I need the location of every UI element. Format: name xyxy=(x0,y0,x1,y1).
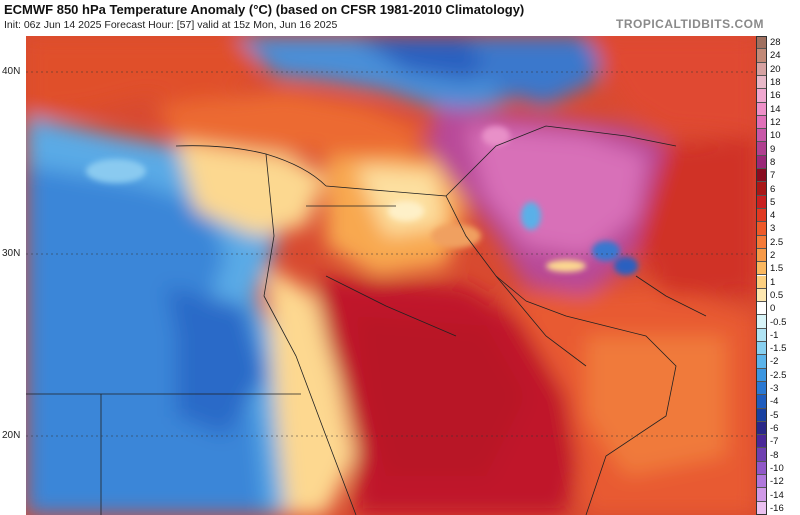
colorbar-label: 1.5 xyxy=(770,263,784,275)
colorbar-swatch xyxy=(756,448,767,462)
colorbar-swatch xyxy=(756,315,767,329)
colorbar-swatch xyxy=(756,142,767,156)
colorbar-label: 0.5 xyxy=(770,289,784,301)
colorbar-label: -5 xyxy=(770,409,779,421)
colorbar-swatch xyxy=(756,475,767,489)
colorbar-label: -0.5 xyxy=(770,316,787,328)
colorbar-swatch xyxy=(756,75,767,90)
colorbar-swatch xyxy=(756,421,767,436)
site-watermark: TROPICALTIDBITS.COM xyxy=(616,17,764,31)
colorbar-label: 12 xyxy=(770,116,781,128)
map-title: ECMWF 850 hPa Temperature Anomaly (°C) (… xyxy=(4,2,525,17)
colorbar-swatch xyxy=(756,395,767,409)
colorbar-label: 9 xyxy=(770,143,776,155)
colorbar-label: -14 xyxy=(770,489,784,501)
colorbar-label: -2.5 xyxy=(770,369,787,381)
colorbar-label: -8 xyxy=(770,449,779,461)
colorbar-label: -6 xyxy=(770,423,779,434)
colorbar-swatch xyxy=(756,355,767,369)
colorbar-swatch xyxy=(756,102,767,116)
boundary-lines xyxy=(26,125,707,515)
map-header: ECMWF 850 hPa Temperature Anomaly (°C) (… xyxy=(0,0,800,36)
colorbar-swatch xyxy=(756,89,767,103)
colorbar-label: -1 xyxy=(770,329,779,341)
colorbar-swatch xyxy=(756,36,767,50)
colorbar-label: -2 xyxy=(770,356,779,368)
colorbar-label: 14 xyxy=(770,103,781,115)
colorbar-label: -1.5 xyxy=(770,343,787,355)
colorbar-label: 6 xyxy=(770,183,776,195)
latitude-label: 40N xyxy=(2,66,21,77)
fine-anomaly-details xyxy=(86,126,638,275)
colorbar-swatch xyxy=(756,49,767,63)
colorbar-label: -4 xyxy=(770,396,779,408)
colorbar-legend: 28 24 20 18 16 14 12 10 9 8 7 6 5 4 3 2.5 2 1.5 1 0.5 0 -0.5-… xyxy=(756,36,800,515)
colorbar-swatch xyxy=(756,488,767,502)
colorbar-swatch xyxy=(756,342,767,356)
colorbar-label: 5 xyxy=(770,196,776,208)
colorbar-swatch xyxy=(756,262,767,276)
colorbar-swatch xyxy=(756,328,767,343)
colorbar-swatch xyxy=(756,208,767,223)
colorbar-label: 18 xyxy=(770,77,781,89)
latitude-gridlines xyxy=(26,71,756,437)
colorbar-label: -3 xyxy=(770,383,779,395)
colorbar-swatch xyxy=(756,195,767,209)
colorbar-swatch xyxy=(756,182,767,196)
colorbar-label: 2.5 xyxy=(770,236,784,248)
colorbar-swatch xyxy=(756,408,767,422)
colorbar-label: 28 xyxy=(770,37,781,49)
colorbar-label: 4 xyxy=(770,210,776,222)
forecast-info: Init: 06z Jun 14 2025 Forecast Hour: [57… xyxy=(4,19,338,31)
colorbar-label: 0 xyxy=(770,303,776,315)
colorbar-label: 20 xyxy=(770,63,781,75)
colorbar-swatch xyxy=(756,435,767,449)
colorbar-swatch xyxy=(756,288,767,303)
colorbar-label: 16 xyxy=(770,90,781,102)
colorbar-swatch xyxy=(756,368,767,382)
colorbar-swatch xyxy=(756,501,767,515)
colorbar-swatch xyxy=(756,115,767,130)
latitude-label: 20N xyxy=(2,430,21,441)
colorbar-label: -7 xyxy=(770,436,779,448)
colorbar-label: 1 xyxy=(770,276,776,288)
colorbar-swatch xyxy=(756,381,767,396)
colorbar-label: -10 xyxy=(770,462,784,474)
colorbar-label: -16 xyxy=(770,502,784,514)
colorbar-label: 10 xyxy=(770,130,781,142)
colorbar-label: -12 xyxy=(770,476,784,488)
colorbar-label: 7 xyxy=(770,170,776,182)
colorbar-swatch xyxy=(756,275,767,289)
colorbar-swatch xyxy=(756,461,767,476)
colorbar-label: 8 xyxy=(770,156,776,168)
colorbar-label: 3 xyxy=(770,223,776,235)
colorbar-swatch xyxy=(756,235,767,249)
latitude-label: 30N xyxy=(2,248,21,259)
colorbar-label: 24 xyxy=(770,50,781,62)
colorbar-label: 2 xyxy=(770,250,776,262)
colorbar-swatch xyxy=(756,129,767,143)
colorbar-swatch xyxy=(756,155,767,170)
colorbar-swatch xyxy=(756,302,767,316)
colorbar-swatch xyxy=(756,62,767,76)
temperature-anomaly-map xyxy=(26,36,756,515)
colorbar-swatch xyxy=(756,169,767,183)
colorbar-swatch xyxy=(756,222,767,236)
anomaly-field xyxy=(26,36,756,515)
colorbar-swatch xyxy=(756,248,767,263)
